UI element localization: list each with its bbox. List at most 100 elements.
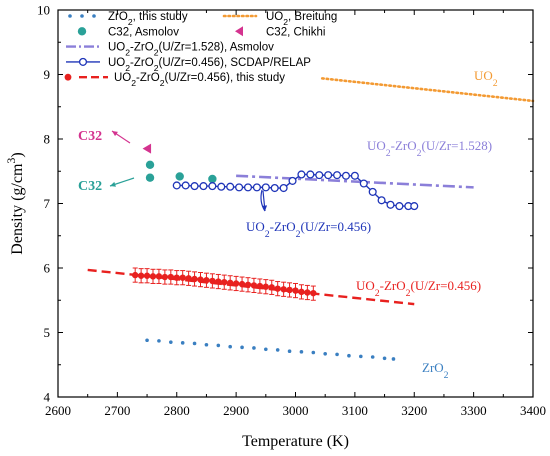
scdap-relap-point [341, 171, 351, 180]
legend-entry: ZrO2, this study [68, 11, 188, 27]
legend-swatch-dot [80, 14, 84, 18]
scdap-relap-point [243, 183, 253, 192]
this-study-point [143, 272, 151, 279]
scdap-relap-point [377, 196, 386, 205]
scdap-relap-point [324, 171, 333, 180]
annotation-uo2: UO2 [474, 68, 498, 89]
annotation-0456-study: UO2-ZrO2(U/Zr=0.456) [356, 278, 481, 299]
legend-swatch-filled [64, 73, 72, 81]
annotation-c32-chikhi: C32 [78, 129, 102, 144]
zro2-point [169, 340, 173, 344]
this-study-point [137, 272, 145, 279]
legend-entry: UO2-ZrO2(U/Zr=1.528), Asmolov [66, 42, 274, 58]
scdap-relap-line [176, 173, 415, 207]
zro2-point [391, 357, 396, 361]
zro2-point [311, 350, 316, 355]
zro2-point [240, 345, 244, 350]
x-tick-label: 3200 [401, 403, 427, 418]
this-study-point [226, 279, 234, 287]
legend-entry: UO2, Breitung [222, 11, 337, 27]
zro2-point [299, 350, 304, 354]
this-study-point [244, 281, 252, 288]
scdap-relap-point [279, 183, 288, 193]
x-tick-label: 3300 [461, 403, 487, 418]
this-study-point [232, 280, 240, 287]
annotations: UO2 UO2-ZrO2(U/Zr=1.528) UO2-ZrO2(U/Zr=0.4… [78, 68, 498, 381]
scdap-relap-point [368, 187, 377, 196]
zro2-point [382, 356, 387, 361]
scdap-relap-point [306, 170, 315, 179]
annotation-zro2: ZrO2 [422, 360, 449, 381]
this-study-point [173, 274, 180, 281]
this-study-point [221, 278, 228, 286]
legend-entry: UO2-ZrO2(U/Zr=0.456), this study [64, 72, 285, 88]
this-study-point [209, 277, 216, 285]
this-study-point [256, 282, 264, 290]
zro2-point [252, 346, 256, 350]
zro2-point [204, 342, 209, 347]
zro2-point [323, 351, 327, 356]
c32-asmolov-point [145, 160, 155, 169]
y-tick-label: 5 [44, 325, 51, 340]
this-study-fit-line [87, 268, 415, 306]
this-study-point [280, 286, 287, 293]
y-tick-label: 4 [44, 390, 51, 405]
x-tick-label: 2700 [104, 403, 130, 418]
this-study-point [250, 282, 258, 289]
scdap-relap-point [288, 176, 297, 185]
legend-label: C32, Asmolov [108, 26, 179, 38]
legend-label: ZrO2, this study [108, 11, 188, 27]
annotation-0456-scdap: UO2-ZrO2(U/Zr=0.456) [246, 219, 371, 240]
this-study-point [131, 271, 139, 279]
scdap-relap-point [350, 171, 359, 180]
legend-label: UO2-ZrO2(U/Zr=0.456), this study [114, 72, 285, 88]
this-study-point [203, 277, 210, 284]
annotation-c32-asmolov: C32 [78, 179, 102, 194]
this-study-point [310, 289, 317, 297]
zro2-point [370, 355, 375, 359]
scdap-relap-point [270, 183, 279, 193]
scdap-relap-point [261, 183, 270, 192]
this-study-point [274, 285, 281, 292]
scdap-relap-point [410, 202, 419, 211]
scdap-relap-point [252, 183, 261, 192]
legend-swatch-dot [92, 14, 96, 18]
this-study-point [268, 284, 275, 291]
zro2-point [347, 353, 351, 358]
zro2-point [359, 354, 363, 359]
legend-label: C32, Chikhi [266, 26, 325, 38]
legend-swatch-open-circle [78, 57, 88, 66]
y-tick-label: 6 [44, 261, 51, 276]
scdap-relap-point [315, 171, 324, 180]
zro2-point [275, 348, 280, 352]
zro2-point [264, 347, 268, 352]
c32-asmolov-point [145, 173, 155, 182]
scdap-relap-point [226, 182, 235, 191]
x-axis-title: Temperature (K) [242, 433, 349, 450]
arrow-scdap-curve [260, 189, 266, 212]
x-tick-label: 3400 [520, 403, 546, 418]
legend-entry: C32, Chikhi [235, 26, 325, 38]
legend-swatch-dot [68, 14, 72, 18]
uo2-breitung-line [320, 77, 535, 103]
this-study-point [215, 278, 222, 285]
y-tick-label: 9 [44, 67, 51, 82]
c32-chikhi-point [142, 143, 152, 154]
this-study-point [292, 287, 299, 294]
this-study-point [197, 276, 204, 283]
y-tick-label: 10 [37, 3, 50, 18]
legend-entry: UO2-ZrO2(U/Zr=0.456), SCDAP/RELAP [66, 57, 311, 73]
this-study-point [286, 286, 293, 294]
legend: ZrO2, this study UO2, Breitung C32, Asmolo… [64, 11, 337, 88]
scdap-relap-point [217, 182, 226, 191]
zro2-point [192, 341, 197, 346]
scdap-relap-point [208, 182, 217, 191]
asmolov-1528-line [236, 174, 474, 189]
x-tick-label: 2900 [223, 403, 249, 418]
this-study-point [185, 275, 192, 282]
scdap-relap-point [395, 202, 404, 211]
annotation-1528: UO2-ZrO2(U/Zr=1.528) [367, 138, 492, 159]
zro2-point [216, 343, 221, 348]
zro2-point [287, 349, 292, 354]
